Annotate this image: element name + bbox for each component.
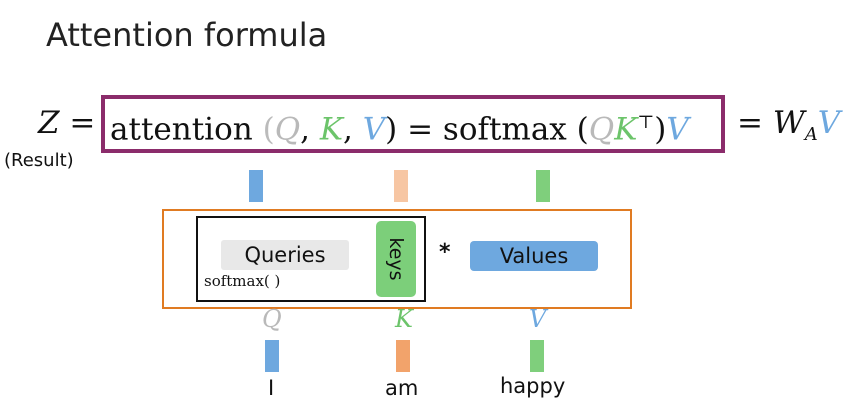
token-word-i: I <box>268 376 275 400</box>
queries-label: Queries <box>244 243 326 267</box>
z-symbol: Z <box>38 105 60 141</box>
lparen: ( <box>262 111 275 148</box>
attention-expression: attention (Q, K, V) = softmax (QK⊤)V <box>110 100 689 152</box>
queries-block: Queries <box>221 240 349 270</box>
q-symbol: Q <box>588 111 615 148</box>
token-word-happy: happy <box>500 374 566 398</box>
token-bar-am <box>396 340 410 372</box>
token-word-am: am <box>385 376 419 400</box>
token-bar-i <box>265 340 279 372</box>
attention-formula-box <box>101 95 725 153</box>
attention-block-outer <box>162 209 632 309</box>
values-label: Values <box>499 244 569 268</box>
key-bar-top <box>394 170 408 202</box>
w-symbol: W <box>772 105 805 141</box>
token-letter-k: K <box>395 305 413 333</box>
rparen: ) <box>385 111 398 148</box>
keys-block: keys <box>376 221 416 297</box>
v-symbol: V <box>362 111 386 148</box>
attention-equation: Z = <box>38 100 95 146</box>
v-symbol: V <box>666 111 689 148</box>
softmax-block <box>196 216 426 302</box>
result-label: (Result) <box>4 150 74 171</box>
equals-sign: = <box>407 111 434 148</box>
value-bar-top <box>249 170 263 202</box>
rparen: ) <box>654 111 667 148</box>
comma: , <box>300 111 310 148</box>
k-symbol: K <box>319 111 343 148</box>
attention-word: attention <box>110 111 253 148</box>
w-subscript: A <box>804 124 818 146</box>
softmax-word: softmax <box>442 111 567 148</box>
token-bar-happy <box>530 340 544 372</box>
k-symbol: K <box>614 111 638 148</box>
comma: , <box>343 111 353 148</box>
equals-sign: = <box>737 105 763 141</box>
q-symbol: Q <box>274 111 301 148</box>
query-bar-top <box>536 170 550 202</box>
token-letter-v: V <box>529 305 547 333</box>
equals-sign: = <box>69 105 96 141</box>
token-letter-q: Q <box>262 305 282 333</box>
lparen: ( <box>576 111 589 148</box>
transpose-symbol: ⊤ <box>637 112 655 133</box>
softmax-label: softmax( ) <box>204 272 281 290</box>
v-symbol: V <box>817 105 841 141</box>
keys-label: keys <box>385 237 407 281</box>
multiply-symbol: * <box>439 240 451 265</box>
slide-title: Attention formula <box>46 16 328 54</box>
weighted-values-expression: = WAV <box>737 100 840 158</box>
values-block: Values <box>470 241 598 271</box>
